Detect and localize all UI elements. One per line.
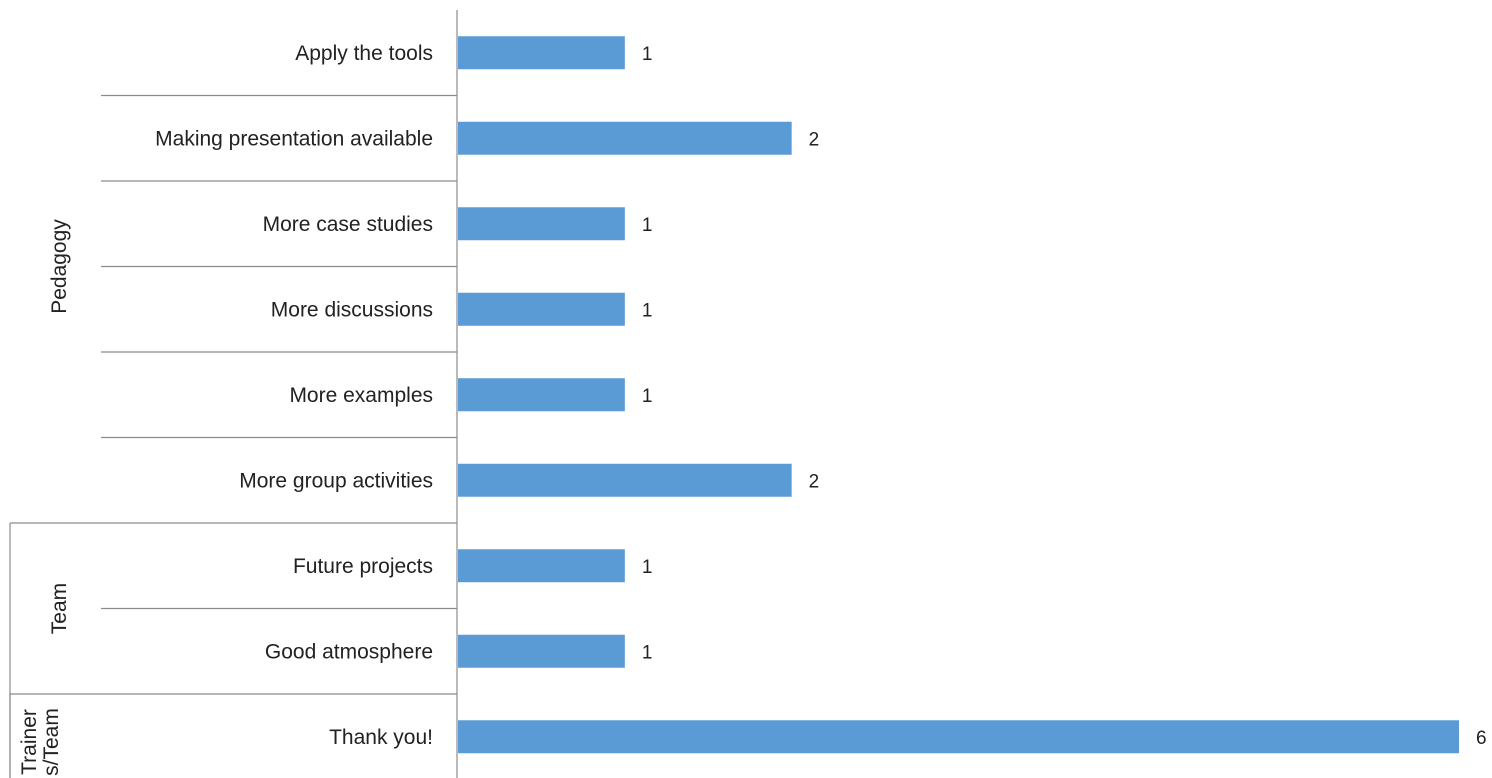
category-label: More discussions <box>271 298 433 321</box>
category-label: More examples <box>289 384 433 407</box>
category-label: Thank you! <box>329 726 433 749</box>
category-label: Apply the tools <box>295 42 433 65</box>
value-label: 2 <box>809 471 820 492</box>
value-label: 1 <box>642 44 653 65</box>
group-labels: Pedagogy Team Trainers/Team <box>18 219 71 776</box>
value-label: 1 <box>642 386 653 407</box>
group-label: Pedagogy <box>48 219 71 314</box>
bars <box>458 36 1459 754</box>
category-label: More group activities <box>239 469 433 492</box>
value-label: 1 <box>642 642 653 663</box>
category-separators <box>9 94 457 778</box>
value-labels: 1 2 1 1 1 2 1 1 6 <box>642 44 1487 749</box>
category-label: Future projects <box>293 555 433 578</box>
value-label: 1 <box>642 300 653 321</box>
group-label: Trainers/Team <box>18 708 63 776</box>
category-label: Making presentation available <box>155 127 433 150</box>
value-label: 1 <box>642 215 653 236</box>
bar <box>458 207 625 241</box>
value-label: 2 <box>809 129 820 150</box>
bar <box>458 720 1459 754</box>
bar <box>458 634 625 668</box>
bar <box>458 378 625 412</box>
category-label: Good atmosphere <box>265 640 433 663</box>
value-label: 6 <box>1476 728 1487 749</box>
bar <box>458 549 625 583</box>
category-label: More case studies <box>263 213 433 236</box>
bar <box>458 36 625 70</box>
group-label: Team <box>48 583 71 634</box>
bar <box>458 463 792 497</box>
bar <box>458 292 625 326</box>
category-labels: Apply the tools Making presentation avail… <box>155 42 433 749</box>
bar <box>458 121 792 155</box>
value-label: 1 <box>642 557 653 578</box>
